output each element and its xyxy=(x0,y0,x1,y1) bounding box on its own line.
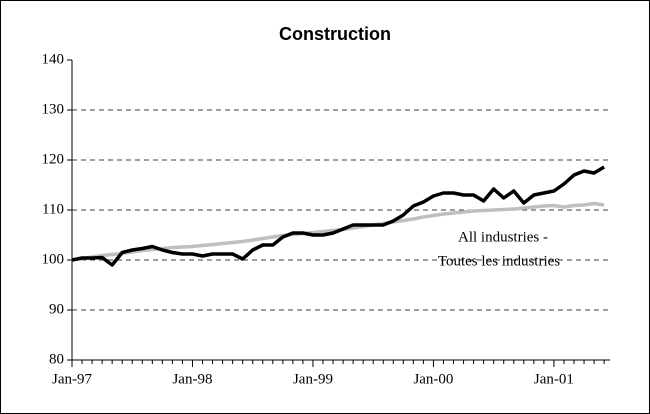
annotation: All industries - xyxy=(458,229,548,245)
y-tick-label: 130 xyxy=(42,101,65,117)
annotation: Toutes les industries xyxy=(438,253,560,269)
line-series xyxy=(71,165,606,267)
x-tick-label: Jan-98 xyxy=(172,371,212,387)
chart-title: Construction xyxy=(279,24,391,44)
x-tick-label: Jan-99 xyxy=(293,371,333,387)
y-tick-label: 110 xyxy=(42,201,64,217)
x-tick-label: Jan-00 xyxy=(413,371,453,387)
y-tick-label: 140 xyxy=(42,51,65,67)
y-tick-label: 100 xyxy=(42,251,65,267)
y-tick-label: 120 xyxy=(42,151,65,167)
y-tick-label: 80 xyxy=(49,351,64,367)
y-tick-label: 90 xyxy=(49,301,64,317)
x-tick-label: Jan-01 xyxy=(534,371,574,387)
x-tick-label: Jan-97 xyxy=(52,371,92,387)
